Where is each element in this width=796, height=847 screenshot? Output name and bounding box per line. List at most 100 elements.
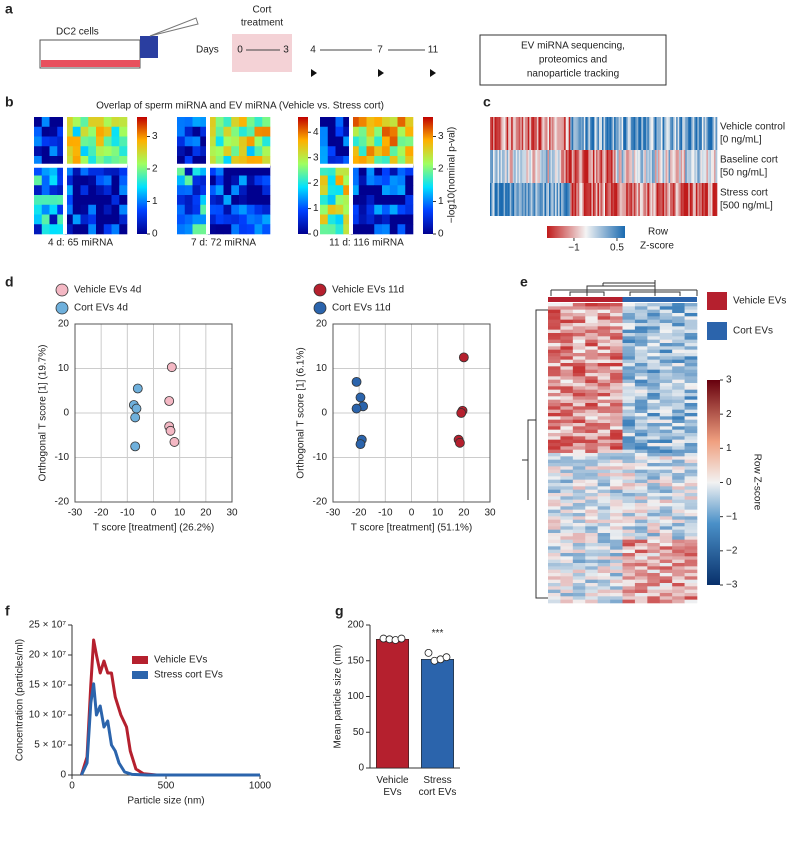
heatmap-cell [548,329,561,334]
heatmap-cell [544,183,547,216]
heatmap-cell [659,349,673,354]
heatmap-cell [610,433,623,437]
heatmap-cell [548,476,561,480]
heatmap-cell [72,146,81,157]
heatmap-cell [571,117,574,150]
heatmap-cell [572,363,586,367]
heatmap-cell [246,195,255,206]
heatmap-cell [692,117,695,150]
heatmap-cell [570,150,573,183]
heatmap-cell [111,117,120,128]
heatmap-cell [254,165,263,176]
heatmap-cell [533,183,536,216]
heatmap-cell [664,150,666,183]
heatmap-cell [335,204,344,215]
heatmap-cell [592,117,595,150]
sample-markers [311,69,436,77]
heatmap-cell [672,356,685,360]
heatmap-cell [231,195,240,206]
heatmap-cell [34,195,43,206]
heatmap-cell [524,150,527,183]
heatmap-cell [685,150,688,183]
heatmap-cell [605,150,607,183]
heatmap-cell [684,529,698,534]
heatmap-cell [634,506,648,510]
heatmap-cell [41,136,50,147]
heatmap-cell [672,386,685,390]
medium [41,60,140,67]
heatmap-cell [597,486,611,490]
heatmap-cell [320,117,329,128]
heatmap-cell [610,349,623,354]
heatmap-cell [680,117,683,150]
heatmap-cell [351,204,360,215]
heatmap-cell [506,117,509,150]
heatmap-cell [532,150,535,183]
heatmap-cell [65,224,74,235]
heatmap-cell [254,204,263,215]
heatmap-cell [647,556,661,560]
heatmap-cell [684,429,698,434]
heatmap-cell [549,183,551,216]
heatmap-cell [588,150,591,183]
heatmap-cell [634,399,648,404]
heatmap-cell [548,423,561,427]
heatmap-cell [374,156,383,167]
heatmap-cell [651,150,654,183]
heatmap-cell [215,146,224,157]
heatmap-cell [103,136,112,147]
y-tick-label: -20 [55,497,70,508]
heatmap-cell [41,214,50,225]
heatmap-cell [223,214,232,225]
heatmap-cell [34,165,43,176]
heatmap-cell [192,146,201,157]
heatmap-cell [223,204,232,215]
heatmap-cell [208,175,217,186]
heatmap-cell [572,333,586,337]
heatmap-cell [560,503,574,507]
heatmap-cell [520,150,523,183]
heatmap-cell [585,423,598,427]
heatmap-cell [548,483,561,487]
heatmap-cell [610,539,623,544]
heatmap-cell [608,183,610,216]
heatmap-cell [548,509,561,514]
heatmap-cell [533,117,536,150]
heatmap-cell [358,224,367,235]
heatmap-cell [397,146,406,157]
heatmap-cell [647,416,661,420]
heatmap-cell [684,463,698,467]
heatmap-cell [580,150,583,183]
heatmap-cell [80,204,89,215]
heatmap-cell [626,183,629,216]
heatmap-cell [572,493,586,497]
heatmap-cell [659,589,673,594]
heatmap-cell [634,303,648,307]
heatmap-cell [603,150,606,183]
heatmap-cell [684,313,698,317]
y-tick-label: 150 [347,655,364,666]
heatmap-cell [57,117,66,128]
heatmap-cell [672,556,685,560]
heatmap-cell [684,326,698,330]
heatmap-cell [208,156,217,167]
heatmap-cell [622,553,636,557]
heatmap-cell [515,117,518,150]
heatmap-cell [610,309,623,314]
heatmap-cell [622,453,636,457]
heatmap-cell [684,549,698,554]
heatmap-cell [684,593,698,597]
heatmap-cell [555,183,557,216]
axes [71,625,260,776]
heatmap-cell [597,523,611,527]
heatmap-cell [88,146,97,157]
heatmap-cell [597,583,611,587]
row-label: Baseline cort [720,155,778,166]
heatmap-cell [597,556,611,560]
heatmap-cell [698,117,701,150]
heatmap-cell [672,516,685,520]
heatmap-cell [609,183,612,216]
heatmap-cell [572,309,586,314]
heatmap-cell [585,383,598,387]
heatmap-cell [656,183,659,216]
